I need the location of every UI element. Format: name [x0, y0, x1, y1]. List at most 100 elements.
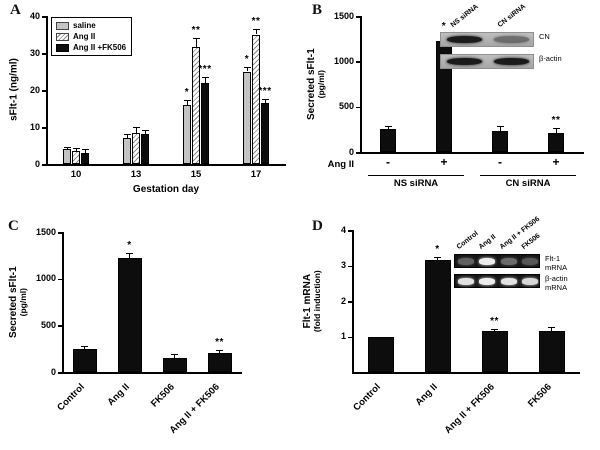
y-tick	[58, 372, 62, 374]
panel-c: C 0 500 1000 1500 Secreted sFlt-1 (pg/ml) * ** C…	[0, 212, 300, 450]
significance-marker: *	[435, 243, 440, 255]
x-tick-label: FK506	[525, 381, 554, 410]
error-bar	[66, 146, 68, 150]
lane-label: FK506	[520, 232, 542, 251]
bar	[492, 131, 508, 152]
panel-a: A 0 10 20 30 40 sFlt-1 (ng/ml) * * ** ** *** *** 10 1…	[0, 0, 300, 212]
significance-marker: **	[490, 316, 499, 328]
group-line	[368, 175, 464, 176]
error-bar	[126, 133, 128, 139]
panel-b-chart: 0 500 1000 1500 Secreted sFlt-1 (pg/ml) * ** - + -…	[300, 0, 600, 212]
y-axis-title: Secreted sFlt-1 (pg/ml)	[8, 232, 28, 372]
y-tick-label: 0	[34, 158, 40, 169]
error-bar-cap	[81, 345, 88, 347]
legend-item: saline	[56, 21, 126, 30]
error-bar	[75, 148, 77, 152]
y-tick-label: 20	[29, 84, 40, 95]
blot-row-label: β-actin	[539, 54, 562, 63]
axis-row-label: Ang II	[327, 159, 354, 170]
y-tick	[356, 106, 360, 109]
error-bar	[387, 125, 389, 130]
bar	[192, 47, 200, 164]
panel-d-letter: D	[312, 218, 323, 234]
blot-band	[457, 277, 474, 285]
panel-a-chart: 0 10 20 30 40 sFlt-1 (ng/ml) * * ** ** *** *** 10 13 1…	[0, 0, 300, 212]
x-axis-line	[46, 164, 286, 166]
y-axis-title-line1: sFlt-1 (ng/ml)	[8, 58, 20, 121]
blot-band	[500, 277, 517, 285]
error-bar-cap	[126, 252, 133, 254]
y-tick	[42, 53, 46, 55]
x-tick-label: 13	[130, 169, 142, 180]
y-tick-label: 40	[29, 10, 40, 21]
bar	[261, 102, 269, 164]
error-bar	[246, 66, 248, 72]
bar	[201, 82, 209, 164]
bar	[481, 331, 508, 372]
legend: saline Ang II Ang II +FK506	[51, 17, 133, 56]
error-bar	[499, 125, 501, 132]
error-bar-cap	[491, 329, 498, 331]
lane-label: Ang II	[477, 233, 498, 251]
x-tick-label: -	[498, 155, 502, 169]
bar	[424, 260, 451, 372]
significance-marker: *	[184, 87, 190, 99]
y-axis-line	[62, 232, 64, 372]
lane-label: Control	[456, 230, 481, 251]
error-bar-cap	[548, 326, 555, 328]
x-tick-label: +	[440, 155, 448, 169]
blot-inset: Control Ang II Ang II + FK506 FK506 Flt-1 mR…	[454, 212, 600, 306]
error-bar-cap	[384, 125, 392, 127]
error-bar-cap	[252, 29, 260, 31]
y-tick-label: 500	[40, 319, 56, 330]
y-axis-title-line2: (fold induction)	[311, 269, 322, 332]
y-tick	[42, 127, 46, 129]
x-axis-title: Gestation day	[132, 184, 200, 195]
error-bar-cap	[216, 349, 223, 351]
x-tick-label: 10	[70, 169, 82, 180]
error-bar-cap	[261, 98, 269, 100]
group-line	[480, 175, 576, 176]
significance-marker: **	[191, 24, 201, 36]
y-tick-label: 1000	[333, 55, 354, 66]
error-bar-cap	[72, 148, 80, 150]
y-axis-title: sFlt-1 (ng/ml)	[9, 16, 20, 164]
legend-swatch	[56, 32, 69, 41]
y-tick-label: 3	[340, 260, 346, 270]
significance-marker: **	[215, 336, 224, 348]
bar	[132, 132, 140, 164]
bar	[117, 258, 142, 372]
y-tick	[348, 265, 352, 267]
blot-row-label: Flt-1 mRNA	[545, 254, 568, 272]
error-bar-cap	[434, 256, 441, 258]
blot-band	[479, 257, 496, 265]
y-tick	[42, 90, 46, 92]
error-bar-cap	[81, 148, 89, 150]
panel-a-letter: A	[10, 2, 21, 18]
error-bar-cap	[552, 127, 560, 129]
error-bar-cap	[171, 353, 178, 355]
x-tick-label: -	[386, 155, 390, 169]
bar	[548, 132, 564, 152]
blot-band	[479, 277, 496, 285]
blot-row-label: β-actin mRNA	[545, 274, 568, 292]
significance-marker: ***	[258, 85, 272, 97]
legend-label: Ang II	[73, 32, 96, 41]
y-tick	[356, 152, 360, 154]
significance-marker: *	[127, 239, 132, 251]
error-bar	[204, 76, 206, 83]
y-tick	[58, 278, 62, 281]
error-bar-cap	[192, 37, 200, 39]
y-tick-label: 1000	[35, 273, 56, 284]
bar	[207, 353, 232, 372]
error-bar-cap	[132, 127, 140, 129]
error-bar	[551, 326, 552, 332]
y-axis-title: Secreted sFlt-1 (pg/ml)	[306, 16, 326, 152]
error-bar	[129, 252, 130, 259]
legend-swatch	[56, 43, 69, 52]
x-tick-label: +	[552, 155, 560, 169]
y-tick-label: 4	[340, 224, 346, 235]
y-axis-title-line2: (pg/ml)	[315, 69, 326, 98]
legend-swatch	[56, 21, 69, 30]
